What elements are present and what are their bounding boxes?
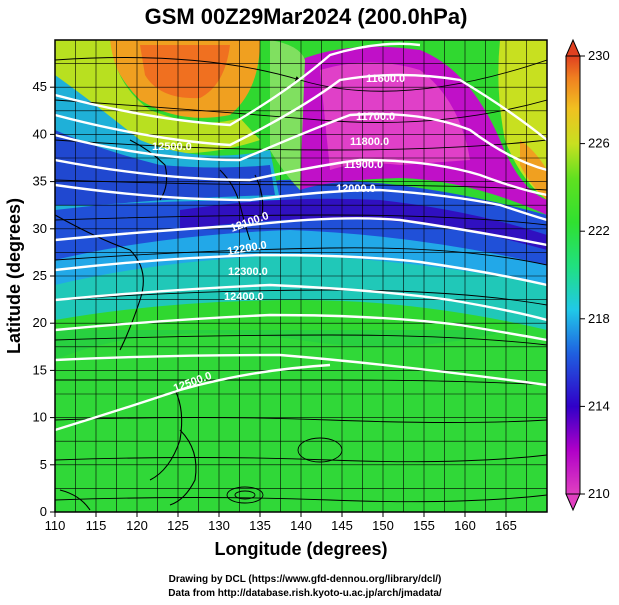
colorbar-tick-label: 226: [588, 136, 610, 151]
x-tick-label: 120: [126, 518, 148, 533]
y-tick-label: 45: [33, 79, 47, 94]
lat-lon-grid: [55, 40, 547, 512]
streamlines: [55, 57, 547, 504]
x-tick-label: 110: [45, 518, 66, 533]
y-tick-label: 10: [33, 410, 47, 425]
contour-label: 11900.0: [344, 159, 383, 171]
chart-title: GSM 00Z29Mar2024 (200.0hPa): [145, 4, 468, 29]
contour-label: 12500.0: [152, 141, 192, 153]
y-tick-label: 30: [33, 221, 47, 236]
contour-label: 11700.0: [356, 111, 395, 123]
y-tick-label: 25: [33, 268, 47, 283]
x-axis: 110 115 120 125 130 135 140 145 150 155 160 165: [45, 512, 517, 533]
contour-label: 12300.0: [228, 266, 268, 278]
y-tick-label: 15: [33, 362, 47, 377]
x-axis-label: Longitude (degrees): [214, 539, 387, 559]
colorbar-max-arrow: [565, 38, 581, 57]
contour-label: 12400.0: [224, 291, 264, 303]
x-tick-label: 145: [331, 518, 353, 533]
x-tick-label: 130: [208, 518, 230, 533]
colorbar-tick-label: 218: [588, 311, 610, 326]
x-tick-label: 135: [249, 518, 271, 533]
credit-line-1: Drawing by DCL (https://www.gfd-dennou.o…: [169, 574, 442, 585]
height-contours: [55, 42, 547, 432]
y-tick-label: 20: [33, 315, 47, 330]
coastlines: [55, 139, 264, 511]
y-axis: 0 5 10 15 20 25 30 35 40 45: [33, 79, 55, 519]
y-axis-label: Latitude (degrees): [4, 198, 24, 354]
contour-label: 12000.0: [336, 183, 376, 195]
colorbar-tick-label: 222: [588, 223, 610, 238]
y-tick-label: 40: [33, 126, 47, 141]
colorbar-min-arrow: [565, 493, 581, 512]
x-tick-label: 140: [290, 518, 312, 533]
colorbar-tick-label: 214: [588, 398, 610, 413]
x-tick-label: 150: [372, 518, 394, 533]
x-tick-label: 160: [454, 518, 476, 533]
x-tick-label: 125: [167, 518, 189, 533]
y-tick-label: 0: [40, 504, 47, 519]
credit-line-2: Data from http://database.rish.kyoto-u.a…: [168, 588, 442, 599]
contour-label: 11800.0: [350, 136, 389, 148]
colorbar-tick-label: 230: [588, 48, 610, 63]
colorbar-tick-label: 210: [588, 486, 610, 501]
colorbar: 230 226 222 218 214 210: [565, 38, 610, 512]
x-tick-label: 165: [495, 518, 517, 533]
x-tick-label: 115: [86, 518, 107, 533]
x-tick-label: 155: [413, 518, 435, 533]
contour-label: 11600.0: [366, 73, 405, 85]
y-tick-label: 35: [33, 174, 47, 189]
y-tick-label: 5: [40, 457, 47, 472]
